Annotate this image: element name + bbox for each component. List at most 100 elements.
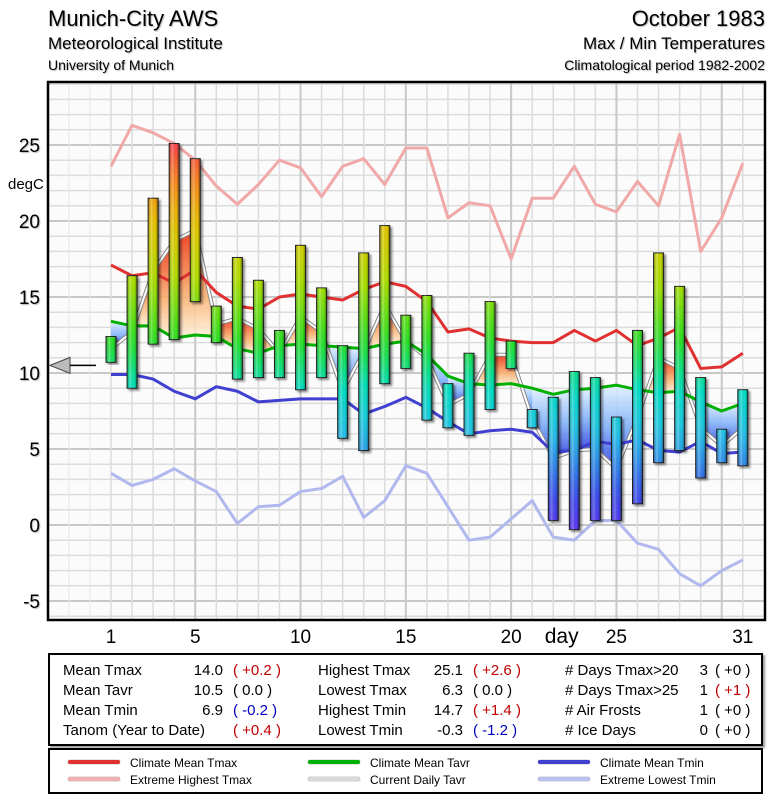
stat-row: Mean Tmax 14.0 ( +0.2 ) bbox=[63, 661, 288, 681]
day-bar bbox=[610, 416, 622, 521]
stat-value: 10.5 bbox=[193, 682, 223, 699]
y-tick-label: 15 bbox=[19, 288, 40, 309]
stat-anomaly: ( +1 ) bbox=[715, 682, 751, 699]
stat-value: 6.9 bbox=[202, 702, 223, 719]
bar-shade bbox=[632, 330, 643, 504]
day-bar bbox=[421, 294, 433, 421]
x-tick-label: 15 bbox=[395, 627, 416, 648]
stat-value: 1 bbox=[699, 702, 708, 719]
stat-row: Lowest Tmax 6.3 ( 0.0 ) bbox=[318, 681, 543, 701]
stat-row: Highest Tmin 14.7 ( +1.4 ) bbox=[318, 701, 543, 721]
stat-anomaly: ( -1.2 ) bbox=[473, 722, 518, 739]
stat-anomaly: ( +2.6 ) bbox=[473, 662, 521, 679]
stats-column-counts: # Days Tmax>20 3 ( +0 ) # Days Tmax>25 1 ( +… bbox=[565, 661, 755, 741]
institute-name: Meteorological Institute bbox=[48, 34, 223, 53]
y-tick-label: -5 bbox=[23, 592, 40, 613]
legend-swatch bbox=[308, 760, 360, 764]
legend-label: Climate Mean Tavr bbox=[370, 756, 470, 770]
bar-shade bbox=[148, 198, 159, 345]
bar-shade bbox=[485, 301, 496, 410]
plot-frame bbox=[46, 80, 767, 622]
day-bar bbox=[295, 244, 307, 391]
bar-shade bbox=[695, 377, 706, 478]
bar-shade bbox=[611, 417, 622, 521]
day-bar bbox=[442, 383, 454, 429]
bar-shade bbox=[232, 257, 243, 380]
stat-value: 14.0 bbox=[193, 662, 223, 679]
stat-row: Highest Tmax 25.1 ( +2.6 ) bbox=[318, 661, 543, 681]
legend-swatch bbox=[538, 777, 590, 781]
day-bar bbox=[526, 408, 538, 429]
legend-label: Climate Mean Tmin bbox=[600, 756, 704, 770]
x-axis-label: day bbox=[545, 625, 579, 648]
stat-label: Mean Tavr bbox=[63, 682, 133, 699]
day-bar bbox=[695, 377, 707, 479]
bar-shade bbox=[190, 158, 201, 302]
day-bar bbox=[210, 305, 222, 344]
y-tick-label: 10 bbox=[19, 364, 40, 385]
day-bar bbox=[505, 340, 517, 369]
legend-swatch bbox=[68, 777, 120, 781]
bar-shade bbox=[400, 315, 411, 369]
bar-shade bbox=[653, 252, 664, 463]
university-name: University of Munich bbox=[48, 57, 175, 73]
stat-row: # Ice Days 0 ( +0 ) bbox=[565, 721, 755, 741]
stat-row: # Days Tmax>20 3 ( +0 ) bbox=[565, 661, 755, 681]
stat-value: 3 bbox=[699, 662, 708, 679]
bar-shade bbox=[316, 287, 327, 378]
stat-row: # Air Frosts 1 ( +0 ) bbox=[565, 701, 755, 721]
stat-anomaly: ( +0 ) bbox=[715, 722, 751, 739]
chart-subtitle: Max / Min Temperatures bbox=[582, 34, 765, 53]
stats-column-means: Mean Tmax 14.0 ( +0.2 ) Mean Tavr 10.5 ( 0.0… bbox=[63, 661, 288, 741]
day-bar bbox=[632, 329, 643, 505]
stat-label: # Air Frosts bbox=[565, 702, 641, 719]
legend-label: Climate Mean Tmax bbox=[130, 756, 238, 770]
bar-shade bbox=[548, 397, 559, 521]
stat-anomaly: ( +0 ) bbox=[715, 662, 751, 679]
stat-row: Mean Tmin 6.9 ( -0.2 ) bbox=[63, 701, 288, 721]
bar-shade bbox=[716, 429, 727, 463]
x-tick-label: 1 bbox=[106, 627, 117, 648]
legend-label: Current Daily Tavr bbox=[370, 773, 466, 787]
legend-label: Extreme Highest Tmax bbox=[130, 773, 252, 787]
stat-anomaly: ( 0.0 ) bbox=[473, 682, 513, 699]
bar-shade bbox=[211, 306, 222, 343]
stat-label: Highest Tmax bbox=[318, 662, 411, 679]
line-extreme-highest-tmax bbox=[109, 123, 745, 261]
month-title: October 1983 bbox=[631, 6, 765, 31]
day-bar bbox=[716, 428, 728, 464]
climatological-period: Climatological period 1982-2002 bbox=[564, 57, 765, 73]
statistics-panel: Mean Tmax 14.0 ( +0.2 ) Mean Tavr 10.5 ( 0.0… bbox=[48, 653, 763, 746]
bar-shade bbox=[590, 377, 601, 521]
stat-value: 0 bbox=[699, 722, 708, 739]
stat-label: # Days Tmax>25 bbox=[565, 682, 679, 699]
bar-shade bbox=[527, 409, 538, 428]
day-bar bbox=[337, 345, 349, 439]
day-bar bbox=[400, 314, 412, 369]
bar-shade bbox=[737, 389, 748, 466]
stat-label: Lowest Tmax bbox=[318, 682, 407, 699]
y-tick-label: 5 bbox=[29, 440, 40, 461]
day-bar bbox=[674, 285, 686, 452]
day-bar bbox=[547, 396, 559, 521]
day-bar bbox=[316, 287, 328, 379]
daily-bars bbox=[105, 142, 749, 531]
day-bar bbox=[737, 389, 749, 467]
day-bar bbox=[273, 329, 285, 379]
day-bar bbox=[379, 225, 391, 385]
day-bar bbox=[589, 377, 601, 521]
stat-value: 6.3 bbox=[442, 682, 463, 699]
bar-shade bbox=[337, 345, 348, 439]
bar-shade bbox=[421, 295, 432, 421]
y-axis-label: degC bbox=[8, 176, 44, 193]
legend-swatch bbox=[308, 777, 360, 781]
stat-label: # Days Tmax>20 bbox=[565, 662, 679, 679]
legend-label: Extreme Lowest Tmin bbox=[600, 773, 716, 787]
stat-label: Mean Tmin bbox=[63, 702, 138, 719]
stat-anomaly: ( 0.0 ) bbox=[233, 682, 273, 699]
stats-column-extremes: Highest Tmax 25.1 ( +2.6 ) Lowest Tmax 6.3 (… bbox=[318, 661, 543, 741]
bar-shade bbox=[464, 353, 475, 436]
stat-row: Lowest Tmin -0.3 ( -1.2 ) bbox=[318, 721, 543, 741]
